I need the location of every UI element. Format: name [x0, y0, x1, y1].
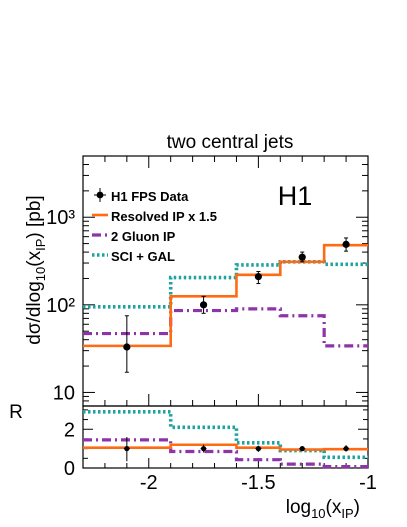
legend-label-3: SCI + GAL — [111, 249, 175, 264]
ratio-point — [124, 446, 130, 452]
legend-label-1: Resolved IP x 1.5 — [111, 209, 217, 224]
x-tick-label: -1 — [359, 472, 377, 494]
data-point — [199, 301, 208, 309]
data-point — [342, 240, 350, 248]
h1-label: H1 — [278, 181, 313, 211]
ratio-y-tick-label: 0 — [64, 458, 75, 480]
legend-label-data: H1 FPS Data — [111, 189, 189, 204]
x-axis-label: log10(xIP) — [286, 497, 360, 521]
legend-data-marker — [96, 191, 104, 199]
legend-label-2: 2 Gluon IP — [111, 229, 176, 244]
y-axis-label-text: dσ/dlog10(xIP) [pb] — [24, 195, 48, 344]
ratio-point — [299, 446, 305, 452]
ratio-series-line-3 — [83, 410, 368, 460]
ratio-axis-label: R — [9, 402, 23, 423]
ratio-point — [343, 446, 349, 452]
ratio-point — [200, 446, 207, 452]
ratio-point — [255, 446, 261, 452]
ratio-panel-frame — [82, 405, 369, 469]
y-axis-label: dσ/dlog10(xIP) [pb] — [24, 195, 48, 344]
y-tick-label: 10 — [53, 382, 75, 404]
legend: H1 FPS Data Resolved IP x 1.5 2 Gluon IP SC… — [92, 188, 217, 264]
x-tick-label: -2 — [140, 472, 158, 494]
ratio-series-line-2 — [83, 438, 368, 469]
data-point — [254, 273, 262, 281]
y-tick-label: 10² — [46, 295, 75, 317]
data-point — [123, 343, 131, 351]
y-tick-label: 10³ — [46, 207, 75, 229]
x-tick-label: -1.5 — [241, 472, 275, 494]
ratio-y-tick-label: 2 — [64, 419, 75, 441]
series-line-3 — [83, 259, 368, 309]
chart-marks: 10 10² 10³ -2 -1.5 -1 0 2 — [46, 155, 377, 494]
series-line-2 — [83, 307, 368, 348]
chart-title: two central jets — [167, 132, 294, 153]
data-point — [298, 253, 306, 261]
